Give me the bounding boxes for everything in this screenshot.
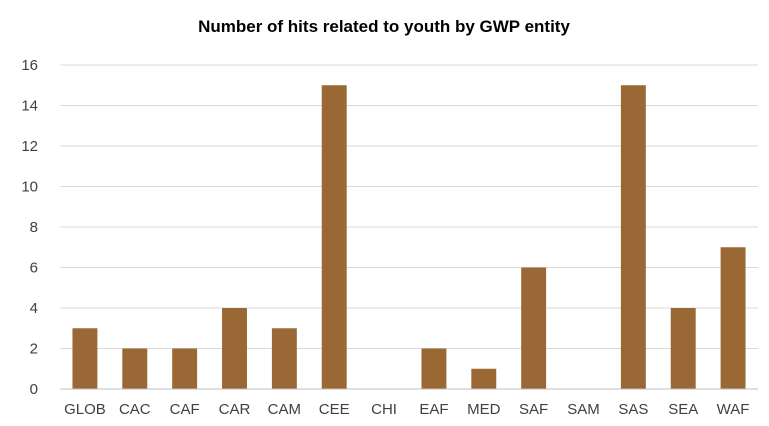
x-category-label: CAF — [170, 401, 200, 418]
bar-sea — [670, 308, 696, 389]
bar-car — [222, 308, 247, 389]
y-tick-label: 4 — [30, 300, 38, 317]
chart-title: Number of hits related to youth by GWP e… — [198, 17, 570, 36]
bar-cac — [122, 348, 148, 389]
x-category-label: SAF — [519, 401, 548, 418]
bar-caf — [172, 348, 198, 389]
x-category-label: CEE — [319, 401, 350, 418]
bars — [72, 85, 746, 389]
gridlines — [60, 64, 758, 349]
bar-cee — [321, 85, 347, 389]
x-category-label: CAR — [219, 401, 251, 418]
bar-glob — [72, 328, 98, 389]
x-category-label: SAM — [567, 401, 600, 418]
x-category-label: EAF — [419, 401, 448, 418]
y-tick-label: 6 — [30, 260, 38, 277]
y-tick-label: 8 — [30, 219, 38, 236]
x-category-label: CAC — [119, 401, 151, 418]
bar-med — [471, 368, 497, 389]
bar-sas — [620, 85, 646, 389]
bar-waf — [720, 247, 746, 389]
y-tick-label: 2 — [30, 341, 38, 358]
bar-cam — [271, 328, 297, 389]
x-axis-category-labels: GLOB CAC CAF CAR CAM CEE CHI EAF MED SAF SAM SAS SEA… — [64, 401, 749, 418]
y-tick-label: 0 — [30, 381, 38, 398]
x-category-label: GLOB — [64, 401, 106, 418]
y-tick-label: 14 — [21, 98, 38, 115]
x-category-label: SAS — [618, 401, 648, 418]
x-category-label: SEA — [668, 401, 698, 418]
bar-eaf — [421, 348, 447, 389]
y-tick-label: 16 — [21, 57, 38, 74]
x-category-label: MED — [467, 401, 501, 418]
y-tick-label: 10 — [21, 179, 38, 196]
bar-saf — [521, 267, 547, 389]
x-category-label: WAF — [717, 401, 750, 418]
y-tick-label: 12 — [21, 138, 38, 155]
y-axis-tick-labels: 0 2 4 6 8 10 12 14 16 — [21, 57, 38, 398]
x-category-label: CHI — [371, 401, 397, 418]
x-category-label: CAM — [268, 401, 301, 418]
